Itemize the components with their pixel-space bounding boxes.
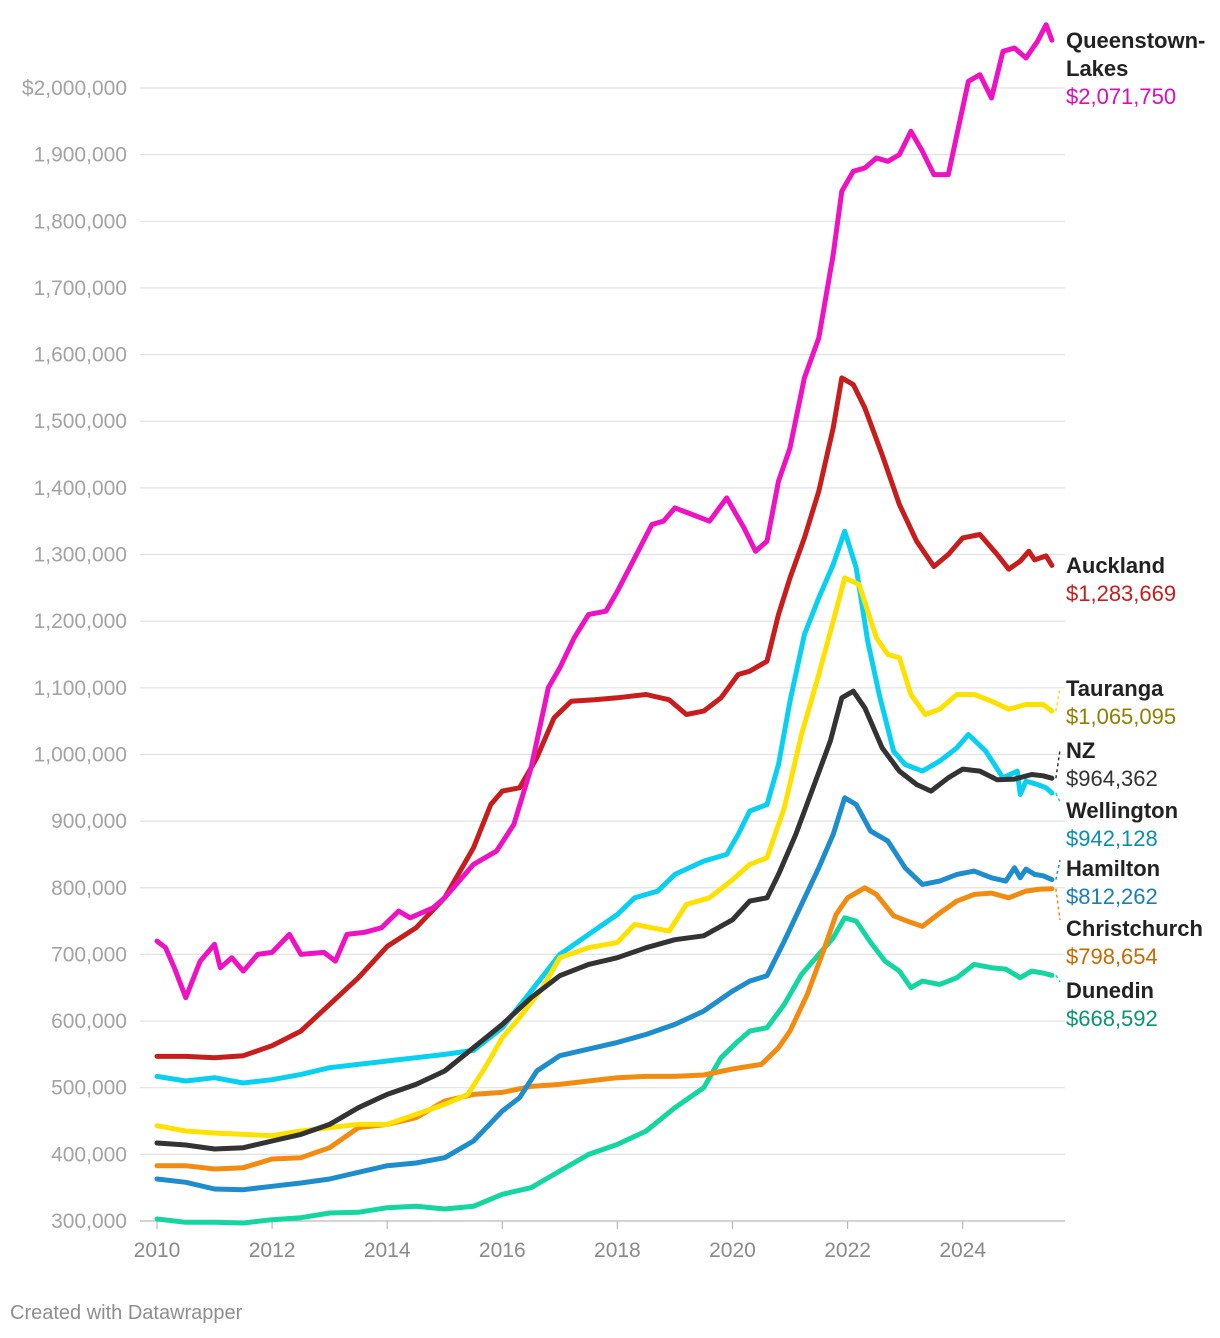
y-tick-label: 1,000,000 [34,743,127,766]
series-line-wellington [154,528,1055,1086]
end-label-auckland: Auckland $1,283,669 [1066,553,1176,606]
series-value-label: $812,262 [1066,884,1158,909]
end-label-dunedin: Dunedin $668,592 [1055,974,1158,1031]
series-line-christchurch [154,885,1055,1172]
series-name-label: Christchurch [1066,916,1203,941]
y-tick-label: 1,700,000 [34,277,127,300]
series-name-label: Wellington [1066,798,1178,823]
label-connector [1055,888,1061,921]
label-connector [1055,749,1061,779]
series-name-label: Lakes [1066,56,1128,81]
series-line-queenstown-lakes [154,22,1055,1001]
series-value-label: $1,283,669 [1066,581,1176,606]
label-connector [1055,974,1061,983]
series-value-label: $1,065,095 [1066,704,1176,729]
y-tick-label: 400,000 [51,1143,127,1166]
end-label-christchurch: Christchurch $798,654 [1055,888,1203,969]
end-label-tauranga: Tauranga $1,065,095 [1055,676,1176,729]
series-name-label: Auckland [1066,553,1165,578]
series-value-label: $2,071,750 [1066,84,1176,109]
label-connector [1055,687,1061,712]
end-label-nz: NZ $964,362 [1055,738,1158,791]
x-tick-label: 2022 [824,1239,871,1262]
series-line-hamilton [154,795,1055,1193]
end-label-queenstown-lakes: Queenstown- Lakes $2,071,750 [1066,28,1205,109]
series-name-label: Hamilton [1066,856,1160,881]
end-label-hamilton: Hamilton $812,262 [1055,856,1160,909]
x-axis-tick-labels: 2010 2012 2014 2016 2018 2020 2022 2024 [134,1221,986,1262]
series-line-tauranga [154,575,1055,1139]
series-value-label: $964,362 [1066,766,1158,791]
x-tick-label: 2016 [479,1239,526,1262]
series-name-label: Queenstown- [1066,28,1205,53]
series-lines [154,22,1055,1226]
x-tick-label: 2014 [364,1239,411,1262]
series-line-nz [154,688,1055,1152]
x-tick-label: 2010 [134,1239,181,1262]
y-tick-label: 1,500,000 [34,410,127,433]
end-label-wellington: Wellington $942,128 [1055,792,1178,851]
y-tick-label: $2,000,000 [22,77,127,100]
y-tick-label: 1,400,000 [34,477,127,500]
y-tick-label: 1,600,000 [34,344,127,367]
y-tick-label: 1,300,000 [34,544,127,567]
line-chart: $2,000,000 1,900,000 1,800,000 1,700,000 1,6… [22,22,1205,1262]
y-tick-label: 900,000 [51,810,127,833]
y-tick-label: 1,800,000 [34,210,127,233]
series-value-label: $668,592 [1066,1006,1158,1031]
series-line-auckland [154,375,1055,1061]
label-connector [1055,792,1061,803]
y-tick-label: 1,900,000 [34,144,127,167]
gridlines [140,87,1065,1222]
x-tick-label: 2024 [939,1239,986,1262]
x-tick-label: 2020 [709,1239,756,1262]
y-tick-label: 700,000 [51,943,127,966]
label-connector [1055,859,1061,880]
y-tick-label: 300,000 [51,1210,127,1233]
y-tick-label: 500,000 [51,1077,127,1100]
series-line-dunedin [154,915,1055,1226]
y-tick-label: 1,100,000 [34,677,127,700]
series-end-labels: Queenstown- Lakes $2,071,750 Auckland $1,283… [1055,28,1205,1031]
x-tick-label: 2018 [594,1239,641,1262]
y-tick-label: 800,000 [51,877,127,900]
series-value-label: $798,654 [1066,944,1158,969]
y-tick-label: 600,000 [51,1010,127,1033]
y-axis-tick-labels: $2,000,000 1,900,000 1,800,000 1,700,000 1,6… [22,77,127,1233]
series-name-label: NZ [1066,738,1095,763]
y-tick-label: 1,200,000 [34,610,127,633]
series-value-label: $942,128 [1066,826,1158,851]
x-tick-label: 2012 [249,1239,296,1262]
series-name-label: Dunedin [1066,978,1154,1003]
series-name-label: Tauranga [1066,676,1164,701]
datawrapper-credit[interactable]: Created with Datawrapper [10,1302,243,1324]
